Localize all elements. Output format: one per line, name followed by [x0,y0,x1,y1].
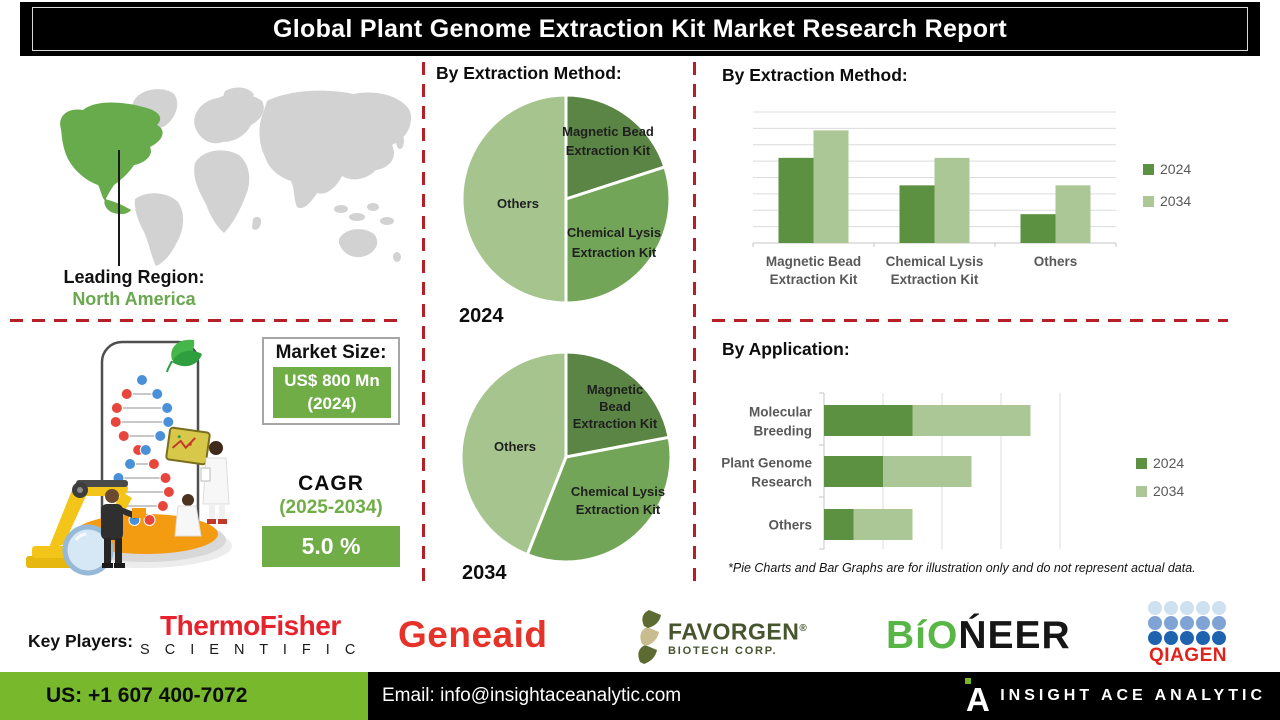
qiagen-dots-icon [1148,601,1228,646]
logo-favorgen: FAVORGEN® BIOTECH CORP. [634,608,807,664]
region-uk [197,109,205,121]
insightace-logo-icon: A [965,678,990,714]
cagr-value: 5.0 % [262,526,400,567]
region-north-america [60,102,163,201]
disclaimer-footnote: *Pie Charts and Bar Graphs are for illus… [728,561,1196,575]
leading-region-label: Leading Region: [63,267,205,287]
scientist-standing [200,441,230,524]
world-map [60,87,412,266]
qiagen-wordmark: QIAGEN [1149,645,1227,666]
market-size-value-box: US$ 800 Mn (2024) [273,367,391,418]
thermofisher-scientific-text: S C I E N T I F I C [140,642,361,658]
cagr-period: (2025-2034) [279,497,383,518]
svg-text:Others: Others [497,196,539,211]
region-madagascar [252,216,262,230]
region-south-america [134,193,184,266]
market-size-value: US$ 800 Mn [284,371,380,390]
cagr-block: CAGR (2025-2034) 5.0 % [262,472,400,567]
bar-section-title: By Extraction Method: [722,65,908,85]
svg-text:A: A [966,681,990,714]
pie-2024-year-label: 2024 [459,305,504,327]
geneaid-wordmark: Geneaid [398,614,548,655]
contact-footer: US: +1 607 400-7072 Email: info@insighta… [0,672,1280,720]
logo-qiagen: QIAGEN [1148,601,1228,666]
application-section-title: By Application: [722,339,850,359]
svg-text:2024: 2024 [1153,455,1184,471]
footer-phone: US: +1 607 400-7072 [0,672,368,720]
region-pointer-line [118,150,120,266]
logo-bioneer: BíOŃEER [886,614,1071,658]
svg-text:Others: Others [1034,254,1078,269]
market-size-label: Market Size: [275,342,387,363]
region-europe [194,93,264,144]
svg-text:2034: 2034 [1160,193,1191,209]
region-island-4 [380,217,394,225]
logo-geneaid: Geneaid [398,614,548,656]
insightace-brand-text: INSIGHT ACE ANALYTIC [1000,687,1266,704]
region-island-3 [367,203,379,211]
region-africa [194,150,250,233]
engineer-figure [101,489,146,568]
registered-mark: ® [799,622,808,634]
report-title: Global Plant Genome Extraction Kit Marke… [273,14,1007,43]
svg-text:2034: 2034 [1153,483,1184,499]
insightace-logo: A INSIGHT ACE ANALYTIC [964,672,1266,720]
pie-section-title: By Extraction Method: [436,63,622,83]
footer-email: Email: info@insightaceanalytic.com [382,685,682,706]
favorgen-biotech-text: BIOTECH CORP. [668,645,778,658]
region-australia [339,229,378,258]
divider-dashed-vertical-2 [693,62,696,590]
cagr-label: CAGR [298,472,364,495]
leading-region-callout: Leading Region: North America [34,266,234,310]
market-size-year: (2024) [307,394,357,413]
divider-dashed-right [712,319,1228,322]
pie-2034-year-label: 2034 [462,562,507,584]
divider-dashed-left [10,319,400,322]
region-asia [259,90,412,209]
lab-illustration [26,339,232,576]
divider-dashed-vertical-1 [422,62,425,590]
favorgen-helix-icon [638,610,661,664]
svg-text:Others: Others [768,518,812,533]
favorgen-wordmark: FAVORGEN® [668,618,808,645]
region-japan [396,133,404,149]
bioneer-black-part: ŃEER [958,614,1071,657]
region-central-america [104,199,131,215]
screen-panel [165,426,211,466]
region-island-2 [349,213,365,221]
svg-text:Others: Others [494,439,536,454]
bioneer-green-part: BíO [886,614,959,657]
region-new-zealand [393,252,401,262]
thermofisher-wordmark: ThermoFisher [160,610,341,641]
logo-thermofisher: ThermoFisher S C I E N T I F I C [140,611,361,659]
key-players-label: Key Players: [28,631,134,651]
scientist-crouching [174,494,202,537]
leading-region-value: North America [72,289,196,309]
region-island-1 [334,205,348,213]
report-title-bar: Global Plant Genome Extraction Kit Marke… [20,2,1260,56]
market-size-card: Market Size: US$ 800 Mn (2024) [262,337,400,425]
region-scandinavia [223,87,254,105]
svg-text:2024: 2024 [1160,161,1191,177]
